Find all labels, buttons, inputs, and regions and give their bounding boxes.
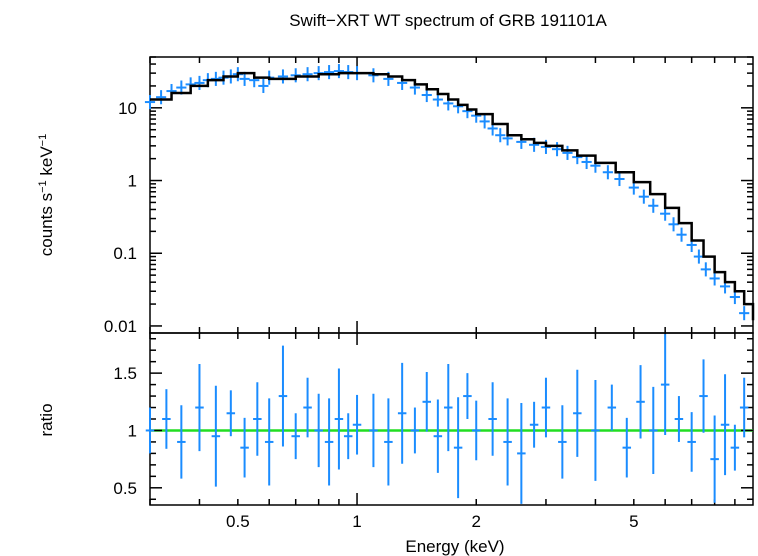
- ratio-data-point: [541, 377, 551, 438]
- ratio-data-point: [352, 394, 362, 455]
- ratio-data-point: [471, 400, 481, 461]
- ratio-data-point: [517, 402, 526, 504]
- ratio-data-point: [558, 405, 567, 479]
- ratio-data-point: [324, 398, 334, 486]
- spectrum-ylabel-exp2: −1: [37, 134, 49, 147]
- chart-title: Swift−XRT WT spectrum of GRB 191101A: [289, 11, 607, 30]
- x-tick-label: 2: [472, 512, 481, 531]
- ratio-data-point: [397, 362, 407, 464]
- ratio-data-point: [739, 377, 749, 438]
- ratio-data-point: [463, 373, 472, 419]
- ratio-data-point: [444, 363, 453, 452]
- ratio-data-point: [177, 405, 186, 479]
- ratio-data-point: [453, 397, 463, 499]
- ratio-data-point: [211, 385, 221, 487]
- spectrum-data-point: [277, 69, 289, 84]
- spectrum-data-point: [581, 154, 592, 170]
- spectrum-data-point: [693, 249, 704, 264]
- ratio-panel-frame: [149, 332, 754, 506]
- x-tick-label: 5: [629, 512, 638, 531]
- ratio-data-point: [591, 380, 600, 481]
- spectrum-data-point: [324, 65, 335, 80]
- spectrum-data-point: [479, 114, 490, 129]
- spectrum-data-point: [739, 306, 750, 321]
- ratio-data-point: [145, 407, 155, 454]
- spectrum-data-point: [194, 75, 205, 90]
- ratio-data-point: [240, 417, 249, 478]
- spectrum-data-point: [333, 64, 345, 79]
- spectrum-data-point: [709, 271, 720, 286]
- ratio-data-point: [291, 413, 300, 460]
- spectrum-y-tick-label: 0.01: [104, 317, 137, 336]
- spectrum-data-points: [144, 64, 750, 321]
- ratio-data-point: [710, 415, 719, 503]
- spectrum-data-point: [258, 78, 269, 93]
- spectrum-data-point: [668, 217, 679, 232]
- x-tick-label: 0.5: [226, 512, 250, 531]
- ratio-data-point: [488, 382, 497, 456]
- spectrum-data-point: [562, 145, 573, 160]
- ratio-data-point: [573, 369, 582, 457]
- ratio-data-point: [264, 398, 274, 486]
- ratio-y-tick-label: 0.5: [113, 479, 137, 498]
- ratio-data-point: [253, 382, 262, 456]
- spectrum-data-point: [638, 189, 649, 204]
- ratio-data-point: [660, 334, 670, 436]
- ratio-data-point: [433, 399, 443, 473]
- ratio-data-point: [226, 390, 236, 437]
- spectrum-y-tick-label: 10: [118, 99, 137, 118]
- spectrum-data-point: [602, 165, 613, 180]
- x-axis-title: Energy (keV): [405, 537, 504, 556]
- ratio-data-point: [529, 401, 539, 448]
- ratio-data-point: [278, 345, 288, 447]
- ratio-data-point: [636, 365, 645, 439]
- ratio-data-point: [343, 413, 353, 460]
- ratio-data-point: [334, 368, 344, 470]
- ratio-data-point: [314, 393, 323, 468]
- ratio-y-axis-title: ratio: [37, 403, 56, 436]
- spectrum-y-tick-label: 1: [128, 172, 137, 191]
- spectrum-data-point: [156, 90, 167, 105]
- ratio-data-point: [410, 407, 420, 454]
- model-curve: [150, 71, 755, 321]
- ratio-data-point: [687, 412, 696, 472]
- x-tick-label: 1: [352, 512, 361, 531]
- spectrum-y-axis-title: counts s−1 keV−1: [37, 134, 56, 256]
- ratio-data-point: [720, 374, 730, 476]
- spectrum-ylabel-main: counts s: [37, 193, 56, 256]
- spectrum-data-point: [210, 71, 221, 86]
- ratio-data-point: [162, 389, 171, 449]
- spectrum-data-point: [700, 262, 711, 277]
- ratio-y-tick-label: 1.5: [113, 364, 137, 383]
- ratio-data-point: [369, 393, 378, 468]
- spectrum-ylabel-mid: keV: [37, 146, 56, 181]
- spectrum-data-point: [302, 67, 313, 82]
- ratio-data-point: [649, 386, 658, 475]
- spectrum-data-point: [676, 227, 687, 242]
- spectrum-data-point: [495, 128, 506, 143]
- ratio-y-tick-label: 1: [128, 421, 137, 440]
- ratio-data-points: [145, 334, 749, 504]
- ratio-data-point: [503, 398, 512, 486]
- ratio-data-point: [422, 371, 432, 432]
- spectrum-y-tick-label: 0.1: [113, 244, 137, 263]
- ratio-data-point: [195, 363, 204, 452]
- spectrum-ylabel-exp1: −1: [37, 180, 49, 193]
- spectrum-data-point: [648, 198, 659, 213]
- ratio-data-point: [730, 424, 740, 471]
- ratio-data-point: [699, 359, 708, 433]
- ratio-data-point: [622, 417, 632, 478]
- ratio-data-point: [303, 377, 312, 438]
- axis-ticks: 0.5 1 2 5 0.01 0.1 1 10 0.5 1 1.5: [104, 56, 753, 531]
- ratio-data-point: [674, 396, 684, 442]
- spectrum-data-point: [144, 95, 156, 110]
- ratio-data-point: [607, 384, 617, 431]
- spectrum-data-point: [551, 142, 563, 157]
- ratio-data-point: [384, 398, 393, 486]
- spectrum-data-point: [614, 171, 625, 187]
